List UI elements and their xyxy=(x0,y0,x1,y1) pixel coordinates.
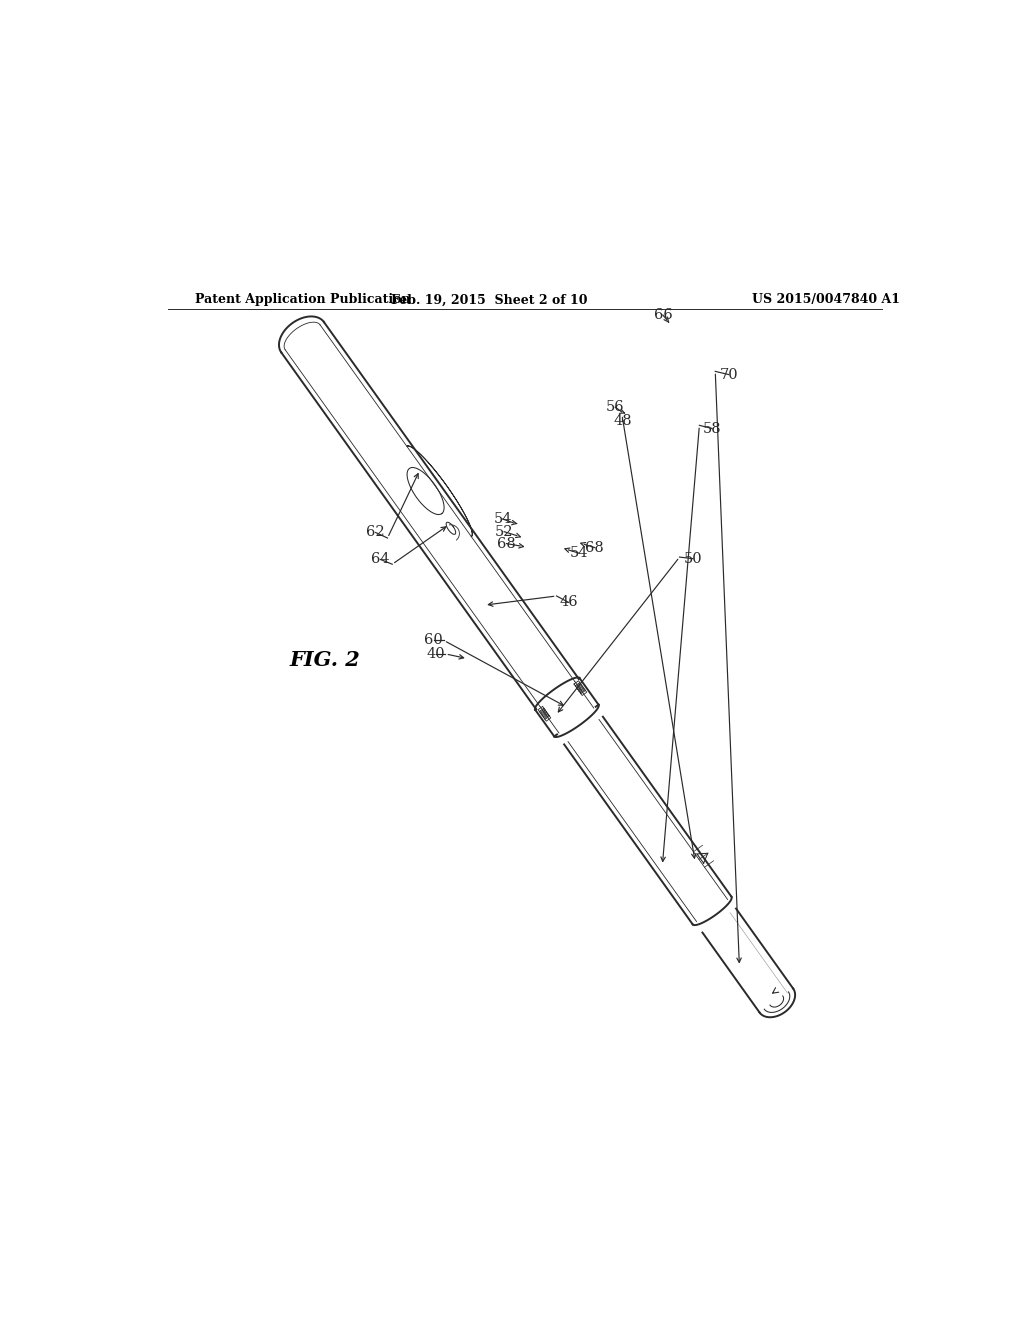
Text: 54: 54 xyxy=(569,546,588,560)
Text: 64: 64 xyxy=(371,553,390,566)
Text: 46: 46 xyxy=(559,595,578,610)
Text: 50: 50 xyxy=(684,552,702,566)
Text: 56: 56 xyxy=(606,400,625,414)
Text: 68: 68 xyxy=(586,541,604,554)
Text: 40: 40 xyxy=(427,647,445,661)
Text: Feb. 19, 2015  Sheet 2 of 10: Feb. 19, 2015 Sheet 2 of 10 xyxy=(391,293,588,306)
Text: Patent Application Publication: Patent Application Publication xyxy=(196,293,411,306)
Text: FIG. 2: FIG. 2 xyxy=(290,651,360,671)
Text: 62: 62 xyxy=(367,525,385,540)
Text: 70: 70 xyxy=(720,367,738,381)
Text: 52: 52 xyxy=(495,524,513,539)
Text: 60: 60 xyxy=(424,634,443,647)
Text: 48: 48 xyxy=(613,413,632,428)
Text: 68: 68 xyxy=(498,537,516,550)
Text: 66: 66 xyxy=(653,308,673,322)
Text: US 2015/0047840 A1: US 2015/0047840 A1 xyxy=(753,293,900,306)
Text: 58: 58 xyxy=(702,421,721,436)
Text: 54: 54 xyxy=(494,512,512,525)
